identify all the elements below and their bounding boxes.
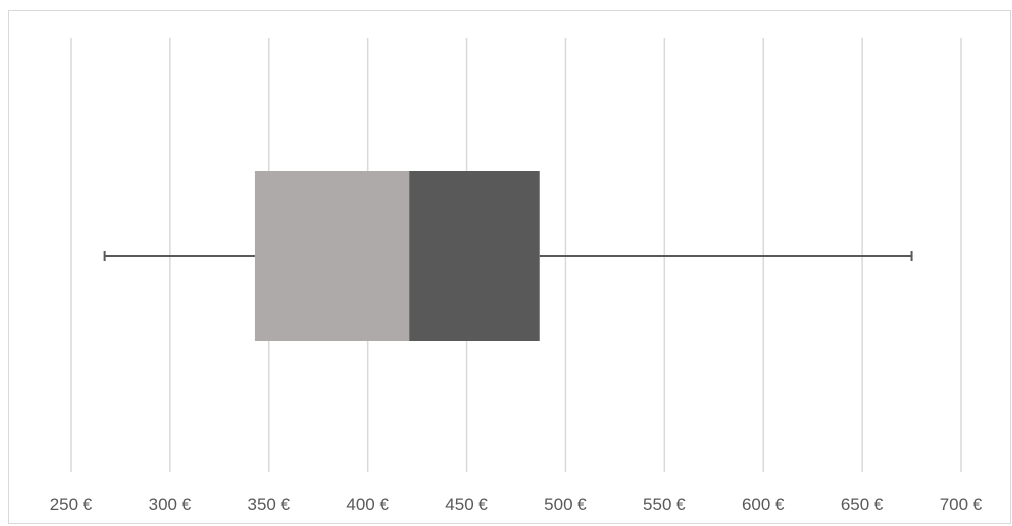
- lower-quartile-box: [254, 171, 410, 341]
- x-tick-label: 650 €: [841, 495, 884, 514]
- x-tick-label: 600 €: [742, 495, 785, 514]
- x-tick-label: 700 €: [940, 495, 983, 514]
- upper-quartile-box: [409, 171, 540, 341]
- box-plot: [103, 171, 913, 341]
- x-tick-label: 250 €: [50, 495, 93, 514]
- x-tick-label: 400 €: [346, 495, 389, 514]
- x-axis-tick-labels: 250 € 300 € 350 € 400 € 450 € 500 € 550 € 600 €…: [50, 495, 983, 514]
- x-tick-label: 350 €: [248, 495, 291, 514]
- x-tick-label: 300 €: [149, 495, 192, 514]
- x-tick-label: 550 €: [643, 495, 686, 514]
- x-tick-label: 500 €: [544, 495, 587, 514]
- x-tick-label: 450 €: [445, 495, 488, 514]
